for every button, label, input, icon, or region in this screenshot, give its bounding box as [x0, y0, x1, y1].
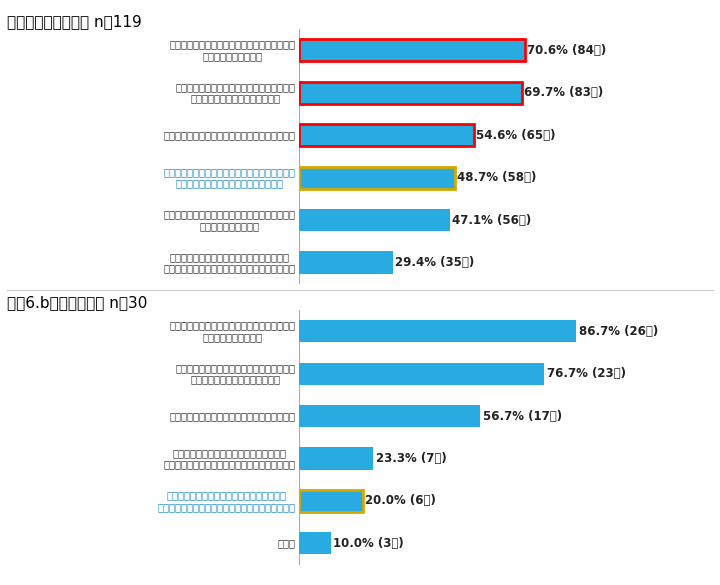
Bar: [299, 490, 363, 512]
Text: 主治医から、治療や副作用、治療期間に関する
説明が十分にあること: 主治医から、治療や副作用、治療期間に関する 説明が十分にあること: [169, 321, 295, 342]
Bar: [299, 490, 363, 512]
Bar: [299, 167, 454, 189]
Text: 主治医に、治療や副作用、治療期間に関する
不安や疲問などを相談できること: 主治医に、治療や副作用、治療期間に関する 不安や疲問などを相談できること: [175, 363, 295, 384]
Bar: [299, 124, 474, 146]
Text: 69.7% (83人): 69.7% (83人): [524, 87, 603, 99]
Bar: [299, 82, 522, 104]
Bar: [299, 448, 374, 470]
Bar: [299, 39, 525, 61]
Bar: [299, 532, 330, 555]
Bar: [299, 252, 393, 274]
Bar: [299, 405, 480, 427]
Text: 『図８』　（医師） n＝119: 『図８』 （医師） n＝119: [7, 15, 142, 30]
Bar: [299, 363, 544, 385]
Text: 『図6.b』　（患者） n＝30: 『図6.b』 （患者） n＝30: [7, 295, 148, 311]
Bar: [299, 124, 474, 146]
Text: 86.7% (26人): 86.7% (26人): [579, 325, 658, 338]
Text: 同じ病気の患者同士で経験を伝え合ったり
情報交換したり、コミュニケーションをとること: 同じ病気の患者同士で経験を伝え合ったり 情報交換したり、コミュニケーションをとる…: [163, 448, 295, 469]
Text: 病気や治療、医療費制度に関する情報を得ること: 病気や治療、医療費制度に関する情報を得ること: [163, 130, 295, 140]
Text: 48.7% (58人): 48.7% (58人): [457, 171, 536, 184]
Text: 29.4% (35人): 29.4% (35人): [395, 256, 474, 269]
Text: 56.7% (17人): 56.7% (17人): [483, 410, 562, 422]
Bar: [299, 167, 454, 189]
Text: 54.6% (65人): 54.6% (65人): [476, 129, 556, 142]
Text: 23.3% (7人): 23.3% (7人): [376, 452, 446, 465]
Text: 70.6% (84人): 70.6% (84人): [527, 44, 606, 57]
Bar: [299, 209, 449, 231]
Text: 身近で世話する人に、治療や副作用、治療期間に
関する不安や疲問などを相談できること: 身近で世話する人に、治療や副作用、治療期間に 関する不安や疲問などを相談できるこ…: [163, 167, 295, 188]
Text: 同じ病気の患者同士で経験を伝え合ったり、
情報交換したり、コミュニケーションをとること: 同じ病気の患者同士で経験を伝え合ったり、 情報交換したり、コミュニケーションをと…: [163, 252, 295, 273]
Text: その他: その他: [277, 538, 295, 548]
Text: 身近で世話をしてくれる人に、治療や副作用
治療期間に関する不安や疲問などを相談できること: 身近で世話をしてくれる人に、治療や副作用 治療期間に関する不安や疲問などを相談で…: [157, 490, 295, 512]
Text: 10.0% (3人): 10.0% (3人): [333, 537, 404, 550]
Bar: [299, 320, 576, 342]
Text: 76.7% (23人): 76.7% (23人): [546, 367, 626, 380]
Text: 47.1% (56人): 47.1% (56人): [452, 214, 531, 226]
Text: 病気や治療、医療制度に関する情報を得ること: 病気や治療、医療制度に関する情報を得ること: [169, 411, 295, 421]
Text: 主治医に、治療や副作用、治療期間に関する
不安や疲問などを相談できること: 主治医に、治療や副作用、治療期間に関する 不安や疲問などを相談できること: [175, 82, 295, 104]
Bar: [299, 82, 522, 104]
Bar: [299, 39, 525, 61]
Text: 20.0% (6人): 20.0% (6人): [365, 494, 436, 507]
Text: 身近で世話する人が、病気や治療、医療費制度に
関する情報を得ること: 身近で世話する人が、病気や治療、医療費制度に 関する情報を得ること: [163, 209, 295, 231]
Text: 主治医から、治療や副作用、治療期間に関する
説明が十分にあること: 主治医から、治療や副作用、治療期間に関する 説明が十分にあること: [169, 40, 295, 61]
